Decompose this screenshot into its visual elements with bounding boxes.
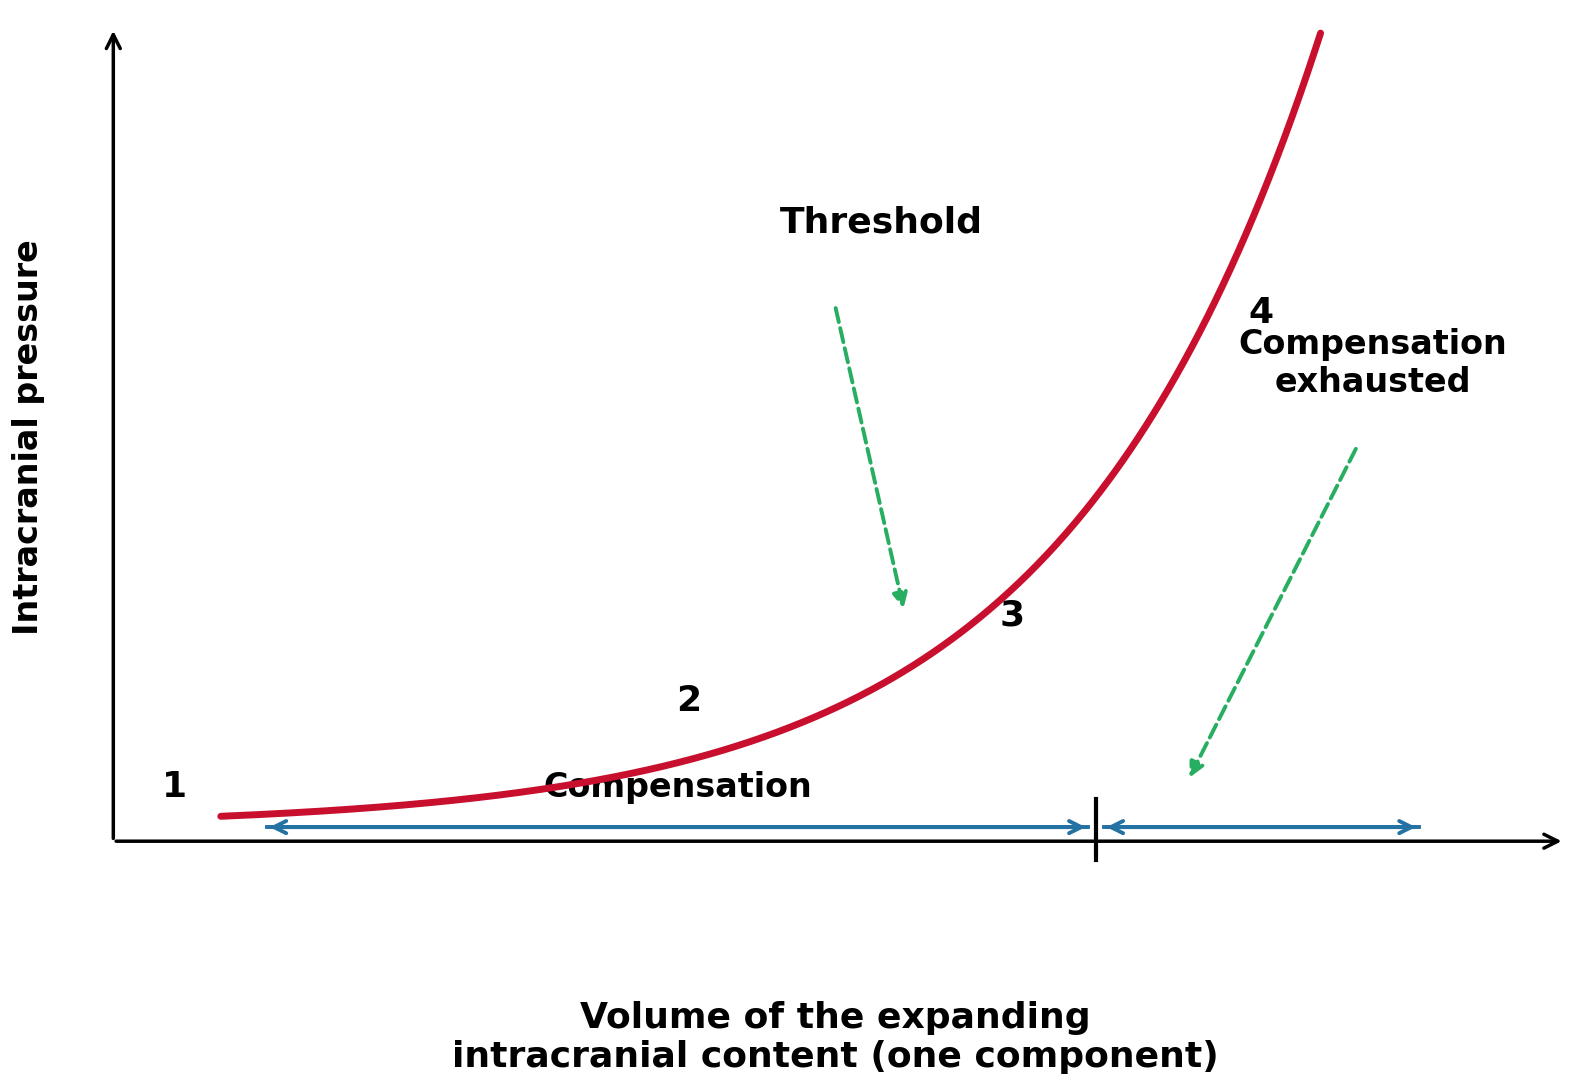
Text: Compensation
exhausted: Compensation exhausted (1239, 328, 1507, 400)
Text: 2: 2 (677, 683, 701, 718)
Text: 4: 4 (1248, 296, 1274, 330)
Text: 1: 1 (162, 770, 187, 804)
Text: Threshold: Threshold (780, 206, 983, 239)
Text: Intracranial pressure: Intracranial pressure (13, 239, 46, 635)
Text: Volume of the expanding
intracranial content (one component): Volume of the expanding intracranial con… (452, 1001, 1218, 1074)
Text: 3: 3 (999, 599, 1025, 632)
Text: Compensation: Compensation (544, 771, 812, 804)
